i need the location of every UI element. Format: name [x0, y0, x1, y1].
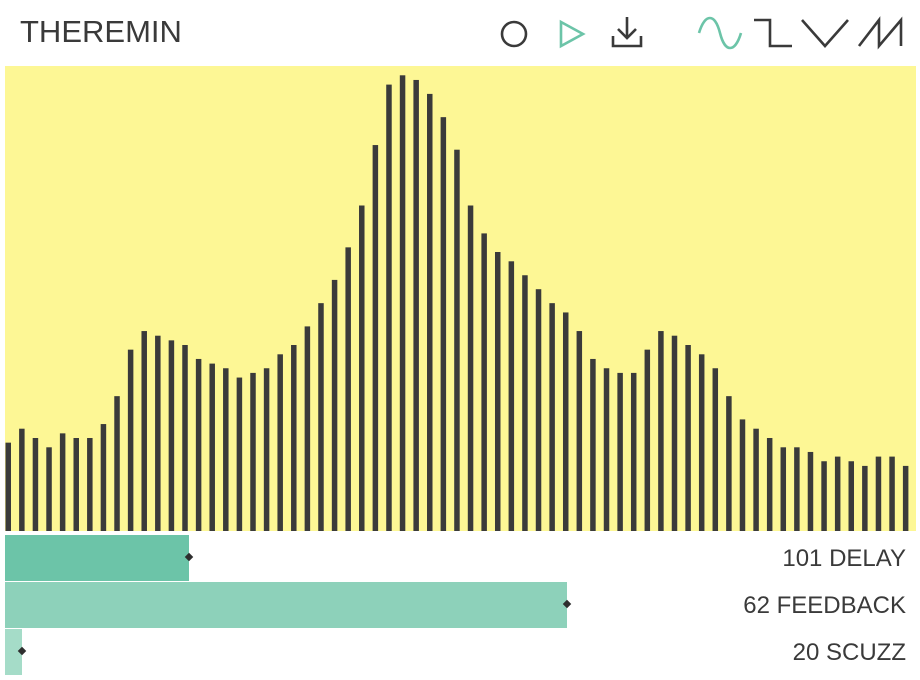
scuzz-slider[interactable]: 20 SCUZZ — [5, 629, 916, 675]
spectrum-bar — [386, 84, 392, 531]
sine-wave-icon[interactable] — [697, 16, 743, 50]
spectrum-bar — [590, 358, 596, 531]
spectrum-bar — [753, 428, 759, 531]
spectrum-bar — [250, 372, 256, 531]
feedback-name: FEEDBACK — [776, 592, 906, 619]
spectrum-bar — [739, 419, 746, 531]
spectrum-bar — [902, 465, 909, 531]
scuzz-label: 20 SCUZZ — [793, 639, 906, 667]
spectrum-bar — [413, 79, 419, 531]
scuzz-value: 20 — [792, 639, 820, 666]
feedback-value: 62 — [743, 592, 770, 619]
spectrum-bar — [617, 372, 623, 531]
spectrum-bar — [712, 368, 719, 531]
spectrum-bar — [821, 461, 827, 531]
spectrum-bar — [834, 456, 841, 531]
spectrum-bar — [794, 447, 800, 531]
sawtooth-wave-icon[interactable] — [857, 16, 905, 50]
spectrum-bar — [427, 93, 433, 531]
delay-value: 101 — [782, 545, 823, 572]
spectrum-bar — [644, 349, 651, 531]
spectrum-bar — [658, 331, 664, 531]
spectrum-bar — [73, 438, 79, 531]
play-icon[interactable] — [557, 18, 589, 50]
feedback-slider-fill — [5, 582, 568, 628]
spectrum-bar — [114, 396, 120, 531]
spectrum-bar — [182, 345, 188, 531]
app-title: THEREMIN — [20, 14, 182, 49]
spectrum-bar — [263, 368, 270, 531]
spectrum-bar — [440, 117, 447, 531]
spectrum-bar — [345, 247, 351, 531]
triangle-wave-icon[interactable] — [800, 16, 850, 50]
spectrum-bar — [209, 363, 215, 531]
spectrum-bar — [685, 345, 691, 531]
spectrum-bar — [359, 205, 365, 531]
spectrum-bar — [399, 75, 406, 531]
spectrum-bar — [127, 349, 134, 531]
spectrum-bar — [862, 465, 868, 531]
delay-name: DELAY — [829, 545, 906, 572]
spectrum-bar — [277, 354, 283, 531]
square-wave-icon[interactable] — [752, 16, 794, 50]
spectrum-bar — [535, 289, 542, 531]
header: THEREMIN — [0, 0, 920, 66]
spectrum-bar — [155, 335, 161, 531]
spectrum-visualizer — [5, 66, 916, 531]
scuzz-slider-fill — [5, 629, 23, 675]
spectrum-bar — [454, 149, 460, 531]
spectrum-bar — [46, 447, 52, 531]
feedback-label: 62 FEEDBACK — [743, 592, 906, 620]
spectrum-bar — [889, 456, 895, 531]
spectrum-bar — [5, 442, 11, 531]
spectrum-bar — [291, 345, 297, 531]
spectrum-bar — [848, 461, 855, 531]
spectrum-bar — [32, 438, 39, 531]
scuzz-name: SCUZZ — [826, 639, 906, 666]
spectrum-bar — [87, 438, 93, 531]
spectrum-bar — [494, 252, 501, 531]
spectrum-bar — [780, 447, 787, 531]
spectrum-bar — [576, 331, 583, 531]
spectrum-bar — [726, 396, 732, 531]
spectrum-bar — [562, 312, 569, 531]
spectrum-bar — [698, 354, 705, 531]
spectrum-bar — [331, 279, 338, 531]
spectrum-bar — [100, 424, 107, 531]
delay-slider[interactable]: 101 DELAY — [5, 535, 916, 581]
spectrum-bar — [549, 303, 555, 531]
spectrum-bar — [223, 368, 229, 531]
spectrum-bar — [304, 326, 311, 531]
spectrum-bar — [19, 428, 25, 531]
spectrum-bar — [195, 358, 202, 531]
record-icon[interactable] — [498, 18, 530, 50]
feedback-slider[interactable]: 62 FEEDBACK — [5, 582, 916, 628]
spectrum-bar — [236, 377, 243, 531]
delay-label: 101 DELAY — [782, 545, 906, 573]
spectrum-bar — [481, 233, 487, 531]
download-icon[interactable] — [610, 14, 644, 50]
spectrum-bar — [318, 303, 324, 531]
spectrum-bar — [603, 368, 610, 531]
spectrum-bar — [522, 275, 528, 531]
spectrum-bar — [508, 261, 515, 531]
spectrum-bar — [372, 145, 379, 531]
spectrum-bar — [671, 335, 678, 531]
spectrum-bar — [59, 433, 66, 531]
spectrum-bar — [168, 340, 175, 531]
spectrum-bar — [467, 205, 474, 531]
spectrum-bar — [141, 331, 147, 531]
spectrum-bar — [875, 456, 882, 531]
spectrum-bar — [766, 438, 773, 531]
spectrum-bar — [630, 372, 637, 531]
spectrum-bar — [807, 451, 814, 531]
delay-slider-fill — [5, 535, 190, 581]
